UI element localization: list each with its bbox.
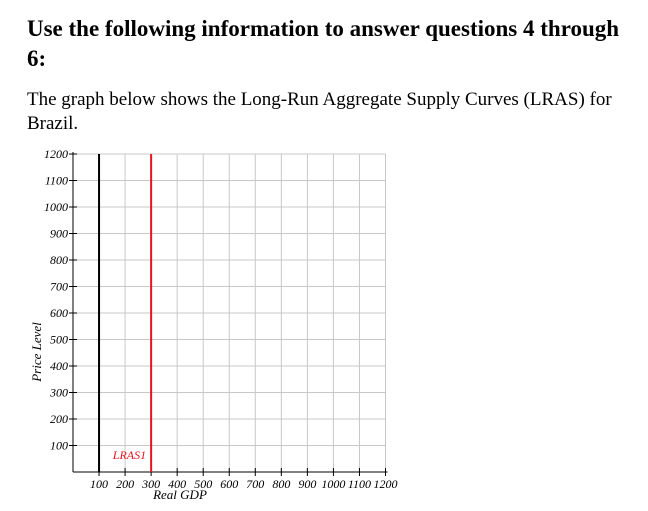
y-tick-label: 400 [50, 359, 68, 373]
y-tick-label: 300 [49, 386, 68, 400]
section-heading: Use the following information to answer … [27, 16, 620, 71]
y-tick-label: 500 [50, 333, 68, 347]
y-tick-label: 1000 [44, 200, 68, 214]
y-axis-title: Price Level [29, 322, 44, 383]
x-axis-title: Real GDP [152, 487, 207, 502]
chart-grid [73, 153, 386, 472]
intro-text: The graph below shows the Long-Run Aggre… [27, 89, 612, 134]
x-tick-label: 600 [220, 477, 238, 491]
x-tick-label: 400 [168, 477, 186, 491]
x-tick-label: 900 [298, 477, 316, 491]
y-tick-label: 1100 [45, 174, 68, 188]
y-tick-label: 200 [50, 412, 68, 426]
y-tick-label: 900 [50, 227, 68, 241]
series-label-2: LRAS1 [112, 448, 146, 462]
x-tick-label: 300 [141, 477, 160, 491]
y-tick-label: 700 [50, 280, 68, 294]
x-tick-label: 100 [90, 477, 108, 491]
y-tick-label: 1200 [44, 147, 68, 161]
x-tick-label: 1000 [321, 477, 345, 491]
x-tick-label: 800 [272, 477, 290, 491]
y-tick-label: 800 [50, 253, 68, 267]
x-tick-label: 500 [194, 477, 212, 491]
x-tick-label: 700 [246, 477, 264, 491]
y-tick-label: 600 [50, 306, 68, 320]
y-tick-label: 100 [50, 439, 68, 453]
x-tick-label: 200 [116, 477, 134, 491]
chart-series [98, 154, 153, 472]
x-tick-label: 1200 [374, 477, 398, 491]
x-tick-label: 1100 [348, 477, 371, 491]
chart-axes [69, 152, 388, 476]
chart-labels: 1002003004005006007008009001000110012001… [29, 147, 398, 502]
